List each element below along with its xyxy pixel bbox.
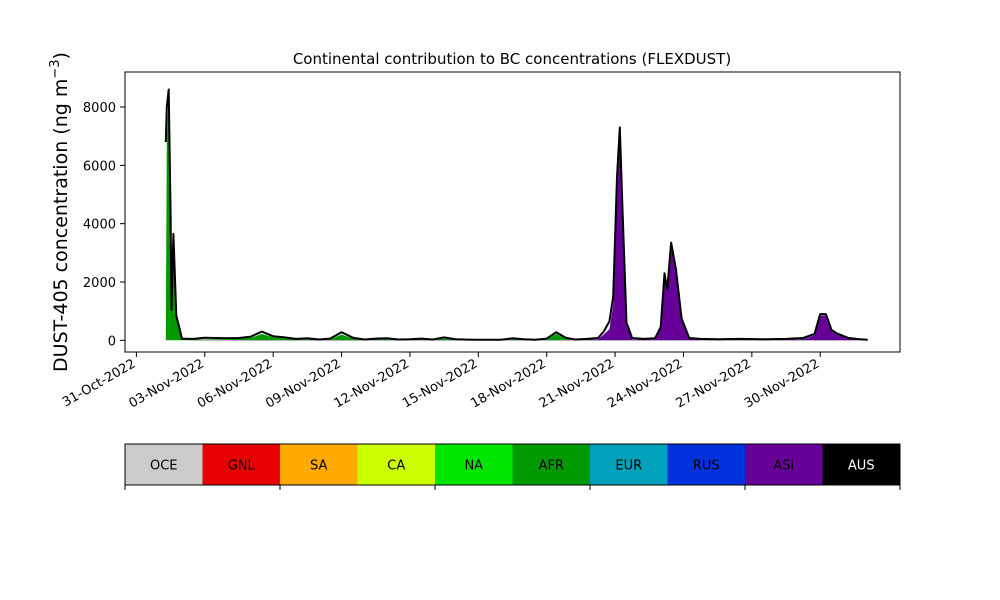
x-tick-label: 30-Nov-2022 xyxy=(742,356,822,411)
y-tick-label: 8000 xyxy=(83,101,116,116)
legend-swatch-ca xyxy=(357,444,436,485)
legend-label-afr: AFR xyxy=(539,459,564,474)
x-tick-label: 12-Nov-2022 xyxy=(332,356,412,411)
chart-title: Continental contribution to BC concentra… xyxy=(293,50,731,68)
legend-label-na: NA xyxy=(464,459,483,474)
plot-area xyxy=(124,71,901,353)
x-tick-label: 21-Nov-2022 xyxy=(537,356,617,411)
legend-label-gnl: GNL xyxy=(228,459,256,474)
legend-swatch-aus xyxy=(822,444,901,485)
y-tick-label: 6000 xyxy=(83,159,116,174)
legend-swatch-asi xyxy=(745,444,823,485)
y-tick-label: 2000 xyxy=(83,276,116,291)
legend-label-ca: CA xyxy=(387,459,405,474)
legend-swatch-rus xyxy=(667,444,746,485)
y-axis-label: DUST-405 concentration (ng m−3) xyxy=(48,52,72,372)
x-tick-label: 03-Nov-2022 xyxy=(127,356,207,411)
legend-label-rus: RUS xyxy=(693,459,720,474)
y-tick-label: 0 xyxy=(108,334,116,349)
legend-label-eur: EUR xyxy=(615,459,642,474)
legend-swatch-sa xyxy=(280,444,358,485)
legend-swatch-afr xyxy=(512,444,591,485)
x-tick-label: 24-Nov-2022 xyxy=(605,356,685,411)
legend-swatch-oce xyxy=(125,444,203,485)
legend-swatch-gnl xyxy=(202,444,281,485)
plot-frame xyxy=(124,71,901,353)
y-axis: 0 2000 4000 6000 8000 xyxy=(83,101,125,349)
x-tick-label: 09-Nov-2022 xyxy=(263,356,343,411)
legend-label-aus: AUS xyxy=(848,459,875,474)
series-layer xyxy=(165,92,868,341)
x-tick-label: 27-Nov-2022 xyxy=(674,356,754,411)
total-concentration-line xyxy=(164,88,868,341)
legend-swatch-eur xyxy=(590,444,668,485)
y-tick-label: 4000 xyxy=(83,218,116,233)
x-tick-label: 06-Nov-2022 xyxy=(195,356,275,411)
legend-swatch-na xyxy=(435,444,513,485)
x-axis: 31-Oct-202203-Nov-202206-Nov-202209-Nov-… xyxy=(60,352,822,412)
series-area-asi xyxy=(165,130,868,341)
legend-label-sa: SA xyxy=(310,459,327,474)
continent-legend-bar: OCE GNL SA CA NA AFR EUR RUS ASI AUS xyxy=(124,443,901,490)
x-tick-label: 15-Nov-2022 xyxy=(400,356,480,411)
legend-frame xyxy=(124,443,901,486)
x-tick-label: 18-Nov-2022 xyxy=(468,356,548,411)
legend-label-asi: ASI xyxy=(773,459,794,474)
legend-label-oce: OCE xyxy=(150,459,178,474)
series-area-afr xyxy=(165,92,868,341)
